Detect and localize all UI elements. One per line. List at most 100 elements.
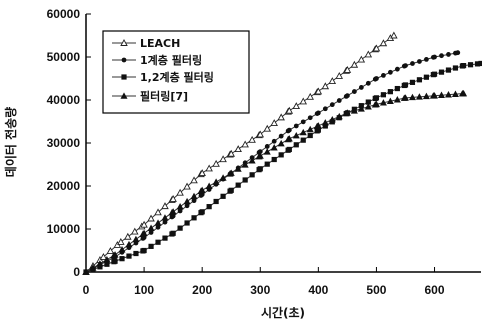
y-tick-label: 0 xyxy=(73,265,80,279)
legend-marker xyxy=(120,39,128,46)
series-marker xyxy=(343,109,351,116)
series-marker xyxy=(82,268,90,275)
series-marker xyxy=(190,192,198,200)
series-marker xyxy=(438,69,445,75)
series-marker xyxy=(184,203,190,209)
series-marker xyxy=(124,232,132,240)
series-marker xyxy=(155,224,161,230)
series-marker xyxy=(451,90,459,97)
series-marker xyxy=(306,125,314,133)
series-marker xyxy=(119,256,125,262)
x-tick-label: 400 xyxy=(308,283,328,297)
series-marker xyxy=(270,119,278,126)
series-marker xyxy=(132,235,140,243)
series-marker xyxy=(177,225,183,231)
series-marker xyxy=(190,176,198,184)
series-marker xyxy=(387,69,393,75)
series-marker xyxy=(350,60,359,68)
series-marker xyxy=(336,98,342,103)
series-marker xyxy=(285,106,294,114)
series-marker xyxy=(112,258,118,264)
series-marker xyxy=(177,208,183,214)
axes: 0 10000 20000 30000 40000 50000 60000 0 100 200 30… xyxy=(47,7,481,297)
series-marker xyxy=(292,102,301,110)
series-marker xyxy=(147,214,155,222)
legend-item: LEACH xyxy=(112,37,180,50)
series-marker xyxy=(270,144,278,151)
series-marker xyxy=(227,149,235,157)
series-marker xyxy=(431,71,438,77)
series-marker xyxy=(386,97,394,105)
series-marker xyxy=(257,166,263,172)
series-marker xyxy=(271,156,277,163)
series-marker xyxy=(162,235,168,241)
series-marker xyxy=(227,169,235,176)
series-marker xyxy=(118,246,126,253)
series-marker xyxy=(439,53,444,59)
x-axis-title: 시간(초) xyxy=(261,305,305,320)
series-marker xyxy=(263,124,271,132)
legend-label: 1계층 필터링 xyxy=(140,53,202,67)
y-tick-label: 40000 xyxy=(47,93,81,107)
series-marker xyxy=(455,50,461,56)
x-tick-label: 100 xyxy=(134,283,154,297)
series-marker xyxy=(445,67,452,73)
series-marker xyxy=(169,194,177,202)
series-marker xyxy=(335,112,343,120)
series-marker xyxy=(169,208,177,215)
x-tick-label: 600 xyxy=(425,283,445,297)
series-marker xyxy=(126,253,132,259)
series-marker xyxy=(460,89,468,97)
series-marker xyxy=(248,157,256,164)
series-marker xyxy=(198,169,206,177)
series-marker xyxy=(219,174,227,181)
series-marker xyxy=(328,77,337,85)
series-marker xyxy=(293,123,299,129)
legend-label: LEACH xyxy=(140,37,180,50)
series-marker xyxy=(335,71,344,79)
series-marker xyxy=(467,62,474,68)
series-marker xyxy=(307,132,313,139)
series-marker xyxy=(286,127,292,133)
series-marker xyxy=(423,74,429,80)
series-marker xyxy=(155,239,161,245)
series-layer xyxy=(82,31,482,275)
series-marker xyxy=(256,130,265,138)
series-marker xyxy=(417,59,422,64)
legend-marker xyxy=(121,57,127,63)
legend-item: 1계층 필터링 xyxy=(112,53,202,67)
series-marker xyxy=(277,113,285,121)
series-marker xyxy=(300,137,306,143)
series-marker xyxy=(437,91,446,98)
series-marker xyxy=(205,164,213,172)
legend-label: 1,2계층 필터링 xyxy=(140,70,214,84)
series-marker xyxy=(390,31,398,39)
series-marker xyxy=(372,44,381,52)
series-marker xyxy=(394,66,400,72)
series-marker xyxy=(161,214,169,221)
series-marker xyxy=(183,182,191,190)
series-marker xyxy=(307,115,313,121)
series-marker xyxy=(96,260,104,267)
series-marker xyxy=(234,165,242,172)
series-marker xyxy=(300,119,306,125)
series-marker xyxy=(97,264,103,270)
series-marker xyxy=(409,79,416,85)
series-marker xyxy=(351,89,357,94)
series-4 xyxy=(82,89,468,275)
series-marker xyxy=(321,119,329,126)
series-marker xyxy=(452,65,459,71)
series-marker xyxy=(271,138,277,144)
series-marker xyxy=(103,255,111,263)
series-marker xyxy=(315,110,321,116)
y-tick-label: 60000 xyxy=(47,7,81,21)
series-marker xyxy=(315,127,321,133)
series-marker xyxy=(161,202,169,210)
series-marker xyxy=(205,182,213,189)
series-marker xyxy=(147,224,155,231)
series-marker xyxy=(292,131,300,139)
series-marker xyxy=(89,264,97,271)
legend-marker xyxy=(120,92,128,99)
